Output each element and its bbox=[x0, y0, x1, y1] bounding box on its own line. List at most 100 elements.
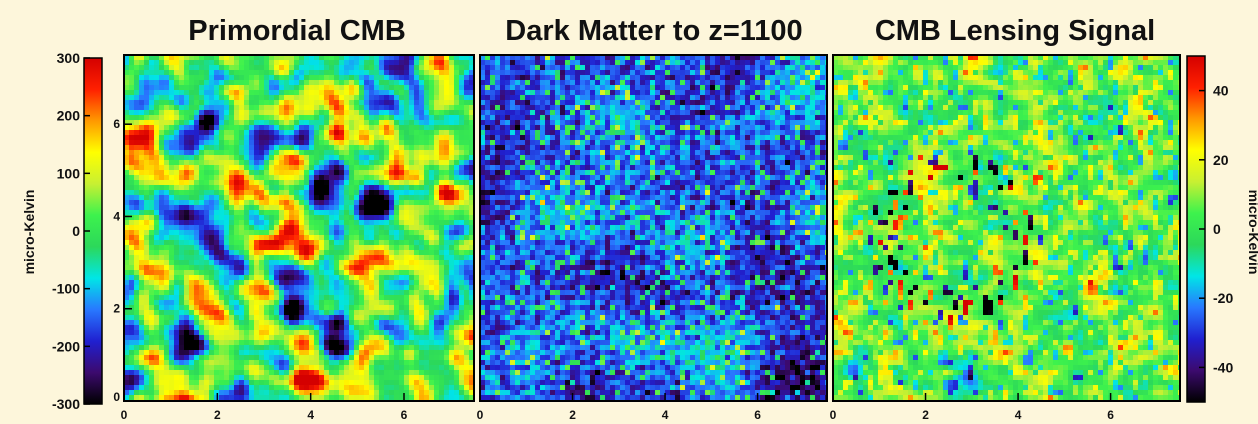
heatmap-cell bbox=[204, 55, 210, 61]
heatmap-cell bbox=[364, 240, 370, 246]
heatmap-cell bbox=[464, 125, 470, 131]
heatmap-cell bbox=[279, 80, 285, 86]
heatmap-cell bbox=[179, 100, 185, 106]
heatmap-cell bbox=[349, 325, 355, 331]
heatmap-cell bbox=[444, 255, 450, 261]
heatmap-cell bbox=[339, 275, 345, 281]
heatmap-cell bbox=[294, 120, 300, 126]
heatmap-cell bbox=[304, 220, 310, 226]
heatmap-cell bbox=[124, 55, 130, 61]
heatmap-cell bbox=[164, 105, 170, 111]
heatmap-cell bbox=[409, 165, 415, 171]
heatmap-cell bbox=[389, 130, 395, 136]
heatmap-cell bbox=[289, 320, 295, 326]
heatmap-cell bbox=[359, 295, 365, 301]
heatmap-cell bbox=[199, 230, 205, 236]
heatmap-cell bbox=[324, 265, 330, 271]
heatmap-cell bbox=[384, 110, 390, 116]
heatmap-cell bbox=[239, 275, 245, 281]
heatmap-cell bbox=[364, 365, 370, 371]
heatmap-cell bbox=[429, 305, 435, 311]
heatmap-cell bbox=[379, 85, 385, 91]
heatmap-cell bbox=[404, 210, 410, 216]
heatmap-cell bbox=[464, 340, 470, 346]
heatmap-cell bbox=[344, 80, 350, 86]
heatmap-cell bbox=[139, 270, 145, 276]
heatmap-cell bbox=[354, 65, 360, 71]
heatmap-cell bbox=[439, 375, 445, 381]
heatmap-cell bbox=[144, 295, 150, 301]
heatmap-cell bbox=[224, 280, 230, 286]
heatmap-cell bbox=[314, 155, 320, 161]
heatmap-cell bbox=[339, 90, 345, 96]
heatmap-cell bbox=[359, 345, 365, 351]
heatmap-cell bbox=[124, 265, 130, 271]
heatmap-cell bbox=[394, 105, 400, 111]
heatmap-cell bbox=[334, 365, 340, 371]
heatmap-cell bbox=[324, 385, 330, 391]
heatmap-cell bbox=[159, 210, 165, 216]
heatmap-cell bbox=[354, 130, 360, 136]
heatmap-cell bbox=[469, 240, 475, 246]
heatmap-cell bbox=[469, 330, 475, 336]
heatmap-cell bbox=[414, 115, 420, 121]
heatmap-cell bbox=[439, 165, 445, 171]
heatmap-cell bbox=[439, 125, 445, 131]
heatmap-cell bbox=[154, 155, 160, 161]
heatmap-cell bbox=[369, 60, 375, 66]
heatmap-cell bbox=[159, 195, 165, 201]
heatmap-cell bbox=[299, 250, 305, 256]
heatmap-cell bbox=[249, 110, 255, 116]
heatmap-cell bbox=[339, 110, 345, 116]
heatmap-cell bbox=[329, 55, 335, 61]
heatmap-cell bbox=[284, 290, 290, 296]
heatmap-cell bbox=[419, 370, 425, 376]
heatmap-cell bbox=[224, 225, 230, 231]
heatmap-cell bbox=[124, 200, 130, 206]
heatmap-cell bbox=[284, 200, 290, 206]
heatmap-cell bbox=[429, 360, 435, 366]
heatmap-cell bbox=[459, 95, 465, 101]
heatmap-cell bbox=[239, 315, 245, 321]
heatmap-cell bbox=[319, 360, 325, 366]
heatmap-cell bbox=[224, 315, 230, 321]
heatmap-cell bbox=[329, 145, 335, 151]
heatmap-cell bbox=[279, 190, 285, 196]
heatmap-cell bbox=[314, 265, 320, 271]
heatmap-cell bbox=[299, 160, 305, 166]
heatmap-cell bbox=[139, 350, 145, 356]
heatmap-cell bbox=[349, 300, 355, 306]
heatmap-cell bbox=[284, 335, 290, 341]
heatmap-cell bbox=[349, 395, 355, 401]
heatmap-cell bbox=[269, 125, 275, 131]
heatmap-cell bbox=[149, 310, 155, 316]
heatmap-cell bbox=[429, 310, 435, 316]
heatmap-cell bbox=[179, 395, 185, 401]
heatmap-cell bbox=[294, 275, 300, 281]
heatmap-cell bbox=[164, 220, 170, 226]
heatmap-cell bbox=[124, 140, 130, 146]
heatmap-cell bbox=[384, 115, 390, 121]
heatmap-cell bbox=[429, 90, 435, 96]
heatmap-cell bbox=[254, 190, 260, 196]
heatmap-cell bbox=[189, 325, 195, 331]
heatmap-cell bbox=[374, 330, 380, 336]
heatmap-cell bbox=[244, 350, 250, 356]
heatmap-cell bbox=[329, 90, 335, 96]
heatmap-cell bbox=[309, 340, 315, 346]
colorbar-tick-label: 0 bbox=[72, 223, 80, 239]
heatmap-cell bbox=[219, 190, 225, 196]
heatmap-cell bbox=[309, 115, 315, 121]
heatmap-cell bbox=[449, 300, 455, 306]
heatmap-cell bbox=[394, 225, 400, 231]
heatmap-cell bbox=[214, 155, 220, 161]
heatmap-cell bbox=[124, 155, 130, 161]
heatmap-cell bbox=[229, 365, 235, 371]
heatmap-cell bbox=[464, 100, 470, 106]
heatmap-cell bbox=[324, 195, 330, 201]
heatmap-cell bbox=[289, 360, 295, 366]
heatmap-cell bbox=[715, 55, 721, 61]
heatmap-cell bbox=[434, 120, 440, 126]
heatmap-cell bbox=[214, 380, 220, 386]
heatmap-cell bbox=[164, 125, 170, 131]
